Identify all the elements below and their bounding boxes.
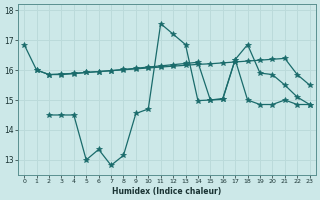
X-axis label: Humidex (Indice chaleur): Humidex (Indice chaleur) xyxy=(112,187,221,196)
